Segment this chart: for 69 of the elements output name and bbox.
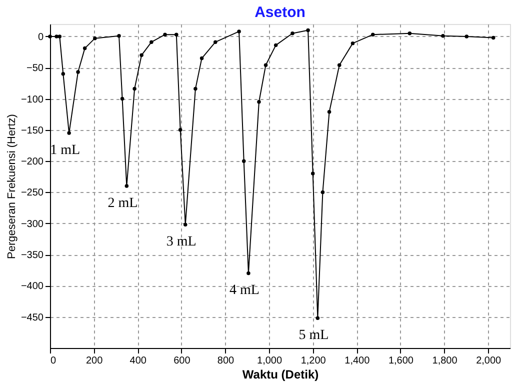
x-tick-label: 200 bbox=[86, 356, 104, 366]
point bbox=[82, 46, 87, 50]
chart-title: Aseton bbox=[254, 4, 306, 21]
x-tick-label: 1,800 bbox=[432, 356, 458, 366]
point bbox=[290, 31, 294, 36]
point bbox=[200, 56, 204, 60]
point bbox=[214, 40, 218, 44]
x-tick-label: 1,400 bbox=[344, 356, 370, 366]
point bbox=[58, 34, 62, 38]
x-tick-label: 400 bbox=[130, 356, 147, 366]
point bbox=[274, 43, 278, 48]
point bbox=[310, 172, 315, 176]
point bbox=[184, 222, 188, 226]
point bbox=[178, 128, 182, 132]
point bbox=[140, 53, 144, 58]
annotation: 5 mL bbox=[298, 328, 329, 344]
x-tick-label: 0 bbox=[50, 356, 56, 366]
point bbox=[327, 110, 332, 114]
y-tick-label: −200 bbox=[20, 156, 44, 168]
point bbox=[350, 41, 355, 46]
point bbox=[306, 28, 310, 32]
x-tick-label: 1,600 bbox=[388, 356, 414, 366]
point bbox=[54, 34, 58, 38]
y-tick-label: −150 bbox=[20, 125, 44, 136]
x-tick-label: 2,000 bbox=[476, 356, 502, 366]
annotation: 2 mL bbox=[108, 196, 138, 211]
point bbox=[246, 271, 250, 276]
point bbox=[194, 86, 198, 91]
point bbox=[132, 86, 136, 91]
point bbox=[491, 36, 496, 40]
x-tick-label: 1,200 bbox=[300, 356, 326, 366]
y-tick-label: −450 bbox=[20, 312, 44, 324]
point bbox=[371, 32, 375, 36]
x-axis-title: Waktu (Detik) bbox=[242, 368, 319, 382]
y-tick-label: −50 bbox=[26, 63, 44, 74]
point bbox=[257, 100, 261, 104]
y-axis-title: Pergeseran Frekuensi (Hertz) bbox=[6, 114, 18, 259]
annotation: 1 mL bbox=[50, 143, 80, 158]
y-tick-label: −300 bbox=[20, 218, 44, 230]
x-tick-label: 800 bbox=[217, 356, 235, 366]
point bbox=[163, 32, 167, 36]
y-tick-label: 0 bbox=[38, 32, 44, 43]
point bbox=[237, 30, 241, 34]
point bbox=[441, 34, 445, 38]
point bbox=[264, 63, 268, 67]
point bbox=[242, 159, 246, 163]
point bbox=[76, 70, 80, 74]
x-tick-label: 1,000 bbox=[257, 356, 282, 366]
point bbox=[61, 72, 66, 76]
y-tick-label: −350 bbox=[20, 250, 44, 262]
point bbox=[464, 34, 468, 38]
y-tick-label: −400 bbox=[20, 281, 44, 292]
y-tick-label: −100 bbox=[20, 94, 44, 106]
y-tick-label: −250 bbox=[20, 188, 44, 199]
point bbox=[150, 40, 154, 44]
point bbox=[93, 36, 97, 40]
annotation: 4 mL bbox=[229, 283, 260, 298]
point bbox=[117, 34, 121, 38]
point bbox=[337, 63, 342, 67]
point bbox=[124, 184, 129, 188]
annotation: 3 mL bbox=[166, 234, 196, 250]
point bbox=[408, 31, 412, 36]
point bbox=[174, 32, 178, 36]
point bbox=[120, 96, 124, 101]
point bbox=[316, 316, 320, 320]
point bbox=[320, 190, 325, 194]
point bbox=[67, 131, 71, 135]
point bbox=[48, 34, 52, 38]
x-tick-label: 600 bbox=[174, 356, 191, 366]
